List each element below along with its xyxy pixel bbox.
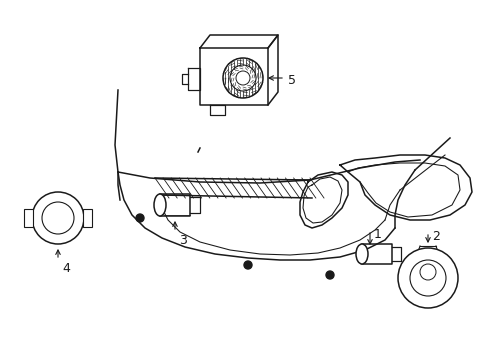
Text: 4: 4 <box>62 262 70 275</box>
Text: 2: 2 <box>431 230 439 243</box>
Circle shape <box>236 71 249 85</box>
Circle shape <box>419 264 435 280</box>
Bar <box>83 209 92 227</box>
Bar <box>24 209 33 227</box>
Text: 3: 3 <box>179 234 186 247</box>
Circle shape <box>409 260 445 296</box>
Ellipse shape <box>355 244 367 264</box>
Circle shape <box>32 192 84 244</box>
Circle shape <box>325 271 333 279</box>
Ellipse shape <box>154 194 165 216</box>
Text: 5: 5 <box>287 73 295 86</box>
Circle shape <box>229 65 256 91</box>
Circle shape <box>223 58 263 98</box>
Circle shape <box>397 248 457 308</box>
Circle shape <box>136 214 143 222</box>
Circle shape <box>42 202 74 234</box>
Circle shape <box>244 261 251 269</box>
Text: 1: 1 <box>373 228 381 241</box>
